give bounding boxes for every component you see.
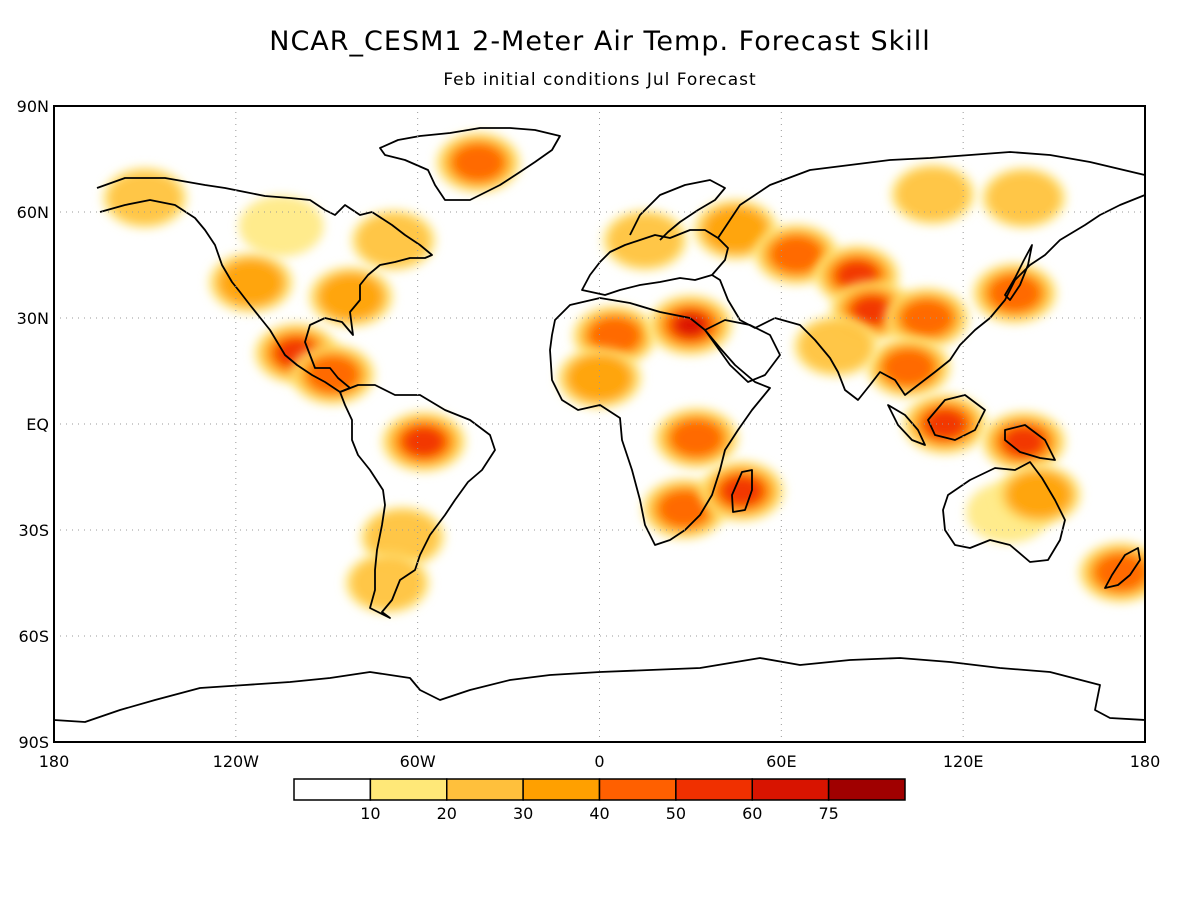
colorbar-label: 40 [589,804,609,823]
lat-tick-label: EQ [26,415,49,434]
colorbar-label: 60 [742,804,762,823]
coastline-new-guinea [1004,424,1056,461]
skill-region-patagonia [344,552,430,614]
colorbar-labels: 10 20 30 40 50 60 75 [360,804,839,823]
skill-region-borneo [902,393,988,455]
lat-tick-label: 60N [17,203,49,222]
skill-region-greenland [435,131,521,194]
skill-region-alaska [102,167,188,229]
gridlines [54,106,1145,742]
lat-tick-label: 90N [17,97,49,116]
coastline-arabia [704,319,781,383]
lat-tick-label: 30N [17,309,49,328]
colorbar-swatch [369,778,448,801]
colorbar-swatch [751,778,830,801]
lon-tick-label: 0 [594,752,604,771]
colorbar-swatch [522,778,601,801]
skill-region-madagascar [699,460,785,522]
colorbar-label: 30 [513,804,533,823]
skill-region-southern-south-america [360,506,446,568]
skill-region-siberia [890,163,976,225]
colorbar-swatch [598,778,677,801]
skill-region-northeast-australia [996,464,1082,526]
lon-tick-label: 180 [1130,752,1161,771]
skill-region-india [793,315,879,377]
skill-region-western-us [208,252,294,314]
skill-region-eastern-us [308,266,394,328]
coastline-sumatra [887,404,926,446]
colorbar [293,778,906,801]
skill-region-new-guinea [981,411,1067,473]
skill-region-east-africa [653,407,739,469]
skill-region-egypt [647,294,733,356]
colorbar-swatch [675,778,753,801]
skill-region-indochina [866,336,952,399]
coastline-greenland [379,127,561,201]
colorbar-label: 75 [818,804,838,823]
coastline-south-america [339,384,496,619]
latitude-tick-labels: 90N 60N 30N EQ 30S 60S 90S [17,97,49,752]
map-frame [53,105,1146,743]
map-subtitle: Feb initial conditions Jul Forecast [443,70,757,90]
skill-shading [102,131,1145,614]
coastline-australia [942,461,1066,563]
coastline-japan [1004,244,1033,301]
skill-region-sahel [557,347,642,409]
coastline-borneo [927,394,986,441]
coastline-new-zealand [1104,547,1141,589]
colorbar-swatch [293,778,372,801]
map-title: NCAR_CESM1 2-Meter Air Temp. Forecast Sk… [269,26,931,57]
skill-region-new-zealand [1078,541,1145,603]
skill-region-china [884,287,970,349]
coastline-madagascar [731,469,753,513]
colorbar-swatch [446,778,524,801]
lon-tick-label: 180 [39,752,70,771]
lon-tick-label: 120E [943,752,984,771]
skill-region-canada [238,195,324,257]
coastline-africa [549,297,771,546]
lon-tick-label: 60E [766,752,796,771]
skill-region-eastern-canada [350,209,436,271]
lat-tick-label: 30S [18,521,49,540]
skill-region-amazon [381,411,467,473]
colorbar-label: 10 [360,804,380,823]
lon-tick-label: 60W [400,752,436,771]
lat-tick-label: 60S [18,627,49,646]
colorbar-label: 20 [437,804,457,823]
coastline-north-america [96,177,433,393]
lon-tick-label: 120W [213,752,260,771]
skill-region-eastern-siberia [981,167,1067,229]
skill-region-central-america [290,343,376,406]
colorbar-swatch [827,778,906,801]
coastline-antarctica [54,657,1145,723]
colorbar-label: 50 [666,804,686,823]
coastline-scandinavia [629,179,726,241]
longitude-tick-labels: 180 120W 60W 0 60E 120E 180 [39,752,1161,771]
lat-tick-label: 90S [18,733,49,752]
skill-region-europe [602,209,688,271]
